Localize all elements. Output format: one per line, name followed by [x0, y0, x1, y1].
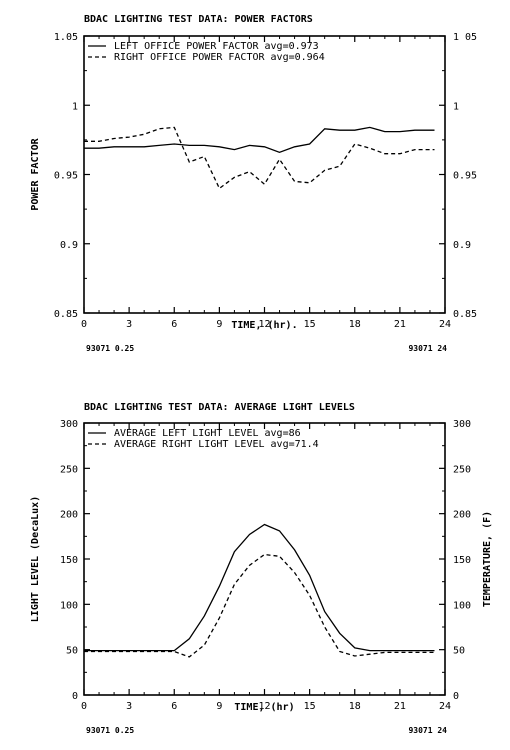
y2-axis-label: TEMPERATURE, (F) — [482, 511, 493, 607]
x-tick-label: 21 — [394, 701, 406, 712]
y-tick-label: 200 — [60, 510, 78, 521]
y-tick-label: 100 — [60, 600, 78, 611]
x-tick-label: 6 — [171, 319, 177, 330]
legend-label: LEFT OFFICE POWER FACTOR avg=0.973 — [114, 41, 319, 52]
y-axis-label: POWER FACTOR — [30, 137, 41, 210]
legend-label: RIGHT OFFICE POWER FACTOR avg=0.964 — [114, 52, 325, 63]
y-tick-label: 1 — [72, 101, 78, 112]
plot-frame — [83, 422, 446, 696]
legend-label: AVERAGE LEFT LIGHT LEVEL avg=86 — [114, 428, 301, 439]
y-tick-label: 1.05 — [54, 32, 78, 43]
y2-tick-label: 0 — [453, 691, 459, 702]
series-line-1 — [84, 523, 435, 652]
x-tick-label: 9 — [216, 701, 222, 712]
chart-1: BDAC LIGHTING TEST DATA: POWER FACTORS 0 3… — [30, 14, 477, 353]
x-tick-label: 3 — [126, 319, 132, 330]
y2-tick-label: 200 — [453, 510, 471, 521]
footer-left: 93071 0.25 — [86, 726, 134, 735]
x-tick-label: 24 — [439, 319, 451, 330]
y-tick-label: 0.85 — [54, 309, 78, 320]
y-tick-label: 250 — [60, 464, 78, 475]
y2-tick-label: 150 — [453, 555, 471, 566]
x-tick-label: 15 — [304, 319, 316, 330]
y-tick-label: 0.9 — [60, 240, 78, 251]
y2-tick-label: 50 — [453, 646, 465, 657]
y2-tick-label: 0.85 — [453, 309, 477, 320]
x-axis-label: TIME, (hr) — [234, 702, 294, 713]
footer-left: 93071 0.25 — [86, 344, 134, 353]
chart-title: BDAC LIGHTING TEST DATA: POWER FACTORS — [84, 14, 313, 25]
y-tick-label: 0.95 — [54, 171, 78, 182]
y2-tick-label: 300 — [453, 419, 471, 430]
legend-label: AVERAGE RIGHT LIGHT LEVEL avg=71.4 — [114, 439, 319, 450]
x-tick-label: 12 — [258, 701, 270, 712]
x-axis-label: TIME, (hr). — [231, 320, 297, 331]
x-tick-label: 6 — [171, 701, 177, 712]
y-tick-label: 300 — [60, 419, 78, 430]
x-tick-label: 0 — [81, 319, 87, 330]
series-line-2 — [84, 553, 435, 658]
x-tick-label: 9 — [216, 319, 222, 330]
footer-right: 93071 24 — [408, 344, 447, 353]
y2-tick-label: 250 — [453, 464, 471, 475]
x-tick-label: 21 — [394, 319, 406, 330]
x-tick-label: 18 — [349, 319, 361, 330]
y-axis-label: LIGHT LEVEL (DecaLux) — [30, 496, 41, 622]
y-tick-label: 50 — [66, 646, 78, 657]
y2-tick-label: 1 — [453, 101, 459, 112]
x-tick-label: 12 — [258, 319, 270, 330]
y2-tick-label: 0.95 — [453, 171, 477, 182]
x-tick-label: 18 — [349, 701, 361, 712]
footer-right: 93071 24 — [408, 726, 447, 735]
x-tick-label: 24 — [439, 701, 451, 712]
y-tick-label: 150 — [60, 555, 78, 566]
series-line-2 — [84, 126, 435, 190]
y2-tick-label: 1 05 — [453, 32, 477, 43]
y2-tick-label: 0.9 — [453, 240, 471, 251]
plot-frame — [83, 35, 446, 314]
x-tick-label: 3 — [126, 701, 132, 712]
y-tick-label: 0 — [72, 691, 78, 702]
x-tick-label: 15 — [304, 701, 316, 712]
chart-title: BDAC LIGHTING TEST DATA: AVERAGE LIGHT L… — [84, 402, 355, 413]
y2-tick-label: 100 — [453, 600, 471, 611]
x-tick-label: 0 — [81, 701, 87, 712]
chart-2: BDAC LIGHTING TEST DATA: AVERAGE LIGHT L… — [30, 402, 493, 735]
series-line-1 — [84, 126, 435, 153]
